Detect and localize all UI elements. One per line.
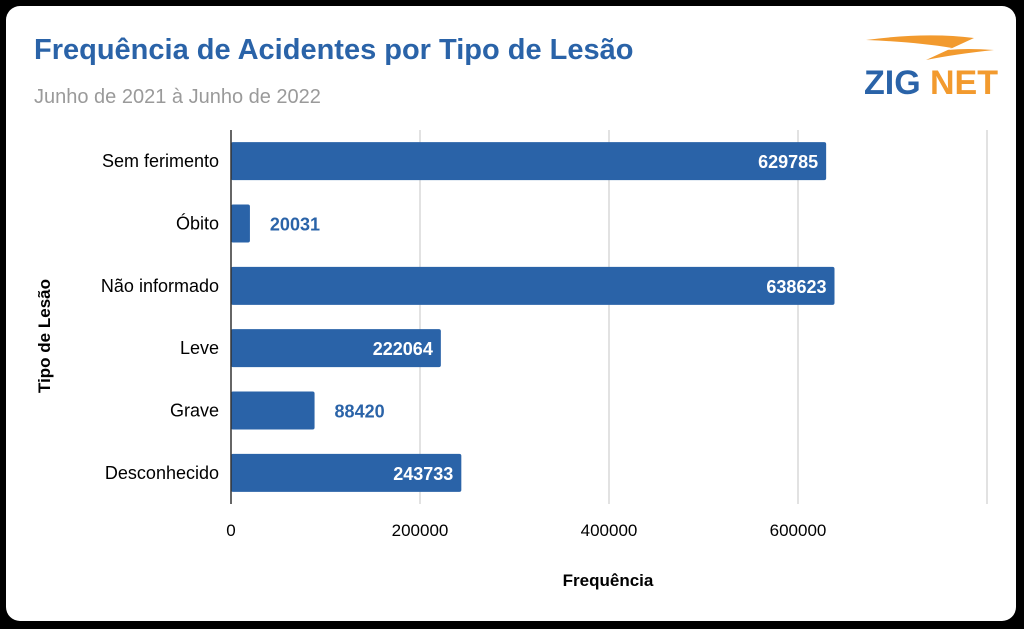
value-label: 638623 bbox=[766, 277, 826, 297]
value-label: 629785 bbox=[758, 152, 818, 172]
zignet-logo: ZIG NET bbox=[864, 35, 998, 102]
bar bbox=[231, 266, 835, 305]
bar bbox=[231, 329, 441, 368]
y-axis-label: Tipo de Lesão bbox=[35, 279, 54, 393]
category-label: Desconhecido bbox=[105, 463, 219, 483]
chart-subtitle: Junho de 2021 à Junho de 2022 bbox=[34, 86, 321, 108]
value-label: 243733 bbox=[393, 464, 453, 484]
value-labels: 629785 20031 638623 222064 88420 243733 bbox=[270, 152, 827, 484]
category-label: Grave bbox=[170, 401, 219, 421]
x-tick-label: 600000 bbox=[770, 521, 827, 540]
category-label: Óbito bbox=[176, 213, 219, 234]
chart-title: Frequência de Acidentes por Tipo de Lesã… bbox=[34, 34, 634, 66]
logo-swoosh bbox=[866, 35, 994, 60]
bars bbox=[231, 142, 835, 492]
bar bbox=[231, 142, 827, 181]
value-label: 222064 bbox=[373, 339, 433, 359]
value-label: 88420 bbox=[335, 402, 385, 422]
x-tick-label: 200000 bbox=[392, 521, 449, 540]
grid-lines bbox=[419, 130, 988, 504]
bar-chart: Sem ferimento Óbito Não informado Leve Grave… bbox=[35, 130, 988, 590]
bar bbox=[231, 204, 250, 243]
category-label: Sem ferimento bbox=[102, 151, 219, 171]
category-label: Não informado bbox=[101, 276, 219, 296]
x-tick-label: 0 bbox=[226, 521, 235, 540]
x-axis-label: Frequência bbox=[563, 571, 654, 590]
logo-text-zig: ZIG bbox=[864, 64, 921, 102]
chart-card: Frequência de Acidentes por Tipo de Lesã… bbox=[6, 6, 1016, 621]
bar bbox=[231, 391, 315, 430]
value-label: 20031 bbox=[270, 215, 320, 235]
logo-text-net: NET bbox=[930, 64, 998, 102]
x-tick-labels: 0 200000 400000 600000 bbox=[226, 521, 826, 540]
category-label: Leve bbox=[180, 338, 219, 358]
bar bbox=[231, 453, 462, 492]
x-tick-label: 400000 bbox=[581, 521, 638, 540]
category-labels: Sem ferimento Óbito Não informado Leve Grave… bbox=[101, 151, 219, 483]
